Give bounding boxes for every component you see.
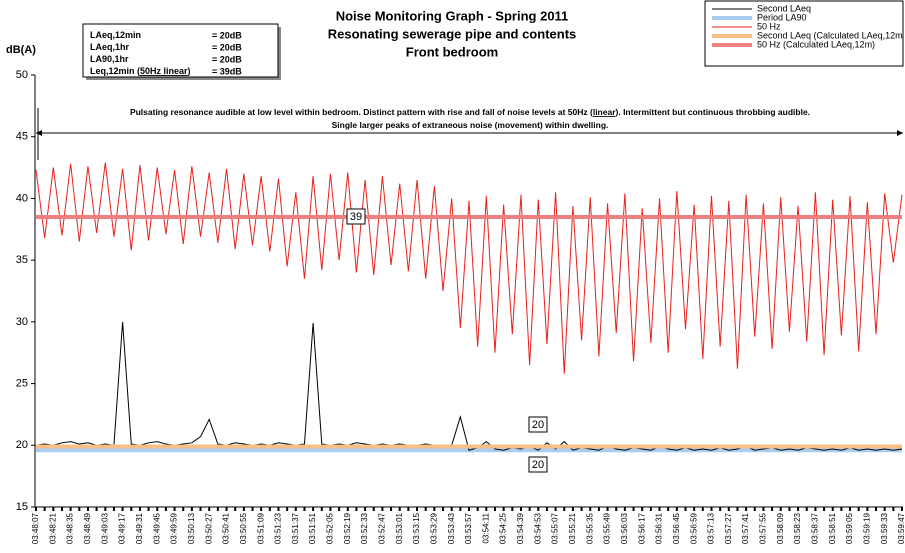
x-tick-label: 03:59:05 [845,512,854,544]
x-tick-label: 03:53:43 [447,512,456,544]
x-tick-label: 03:57:13 [707,512,716,544]
info-label: LAeq,1hr [90,42,130,52]
annotation-part: ). Intermittent but continuous throbbing… [616,107,811,117]
info-label-part: LAeq,1hr [90,42,130,52]
x-tick-label: 03:54:53 [533,512,542,544]
info-label: LAeq,12min [90,30,141,40]
x-tick-label: 03:56:31 [655,512,664,544]
legend-label: Second LAeq (Calculated LAeq,12m [757,30,903,40]
x-tick-label: 03:59:47 [897,512,905,544]
x-tick-label: 03:56:45 [672,512,681,544]
x-tick-label: 03:55:07 [551,512,560,544]
y-tick-label: 45 [16,131,28,143]
x-tick-label: 03:50:41 [222,512,231,544]
x-tick-label: 03:58:09 [776,512,785,544]
info-label-part: Leq,12min ( [90,66,140,76]
x-tick-label: 03:49:45 [152,512,161,544]
legend-box [704,0,904,67]
x-tick-label: 03:49:03 [100,512,109,544]
value-label: 20 [532,459,544,471]
info-label-part: LA90,1hr [90,54,129,64]
value-label: 39 [350,211,362,223]
x-tick-label: 03:50:13 [187,512,196,544]
x-tick-label: 03:48:07 [31,512,40,544]
x-tick-label: 03:49:59 [170,512,179,544]
legend-label: Second LAeq [757,3,811,13]
x-tick-label: 03:52:47 [378,512,387,544]
x-tick-label: 03:51:09 [256,512,265,544]
x-tick-label: 03:59:33 [880,512,889,544]
x-tick-label: 03:55:35 [585,512,594,544]
x-tick-label: 03:57:27 [724,512,733,544]
chart-title: Noise Monitoring Graph - Spring 2011 [336,8,569,23]
chart-subtitle: Front bedroom [406,44,498,59]
legend-label: Period LA90 [757,12,807,22]
x-tick-label: 03:55:49 [603,512,612,544]
info-label-part: LAeq,12min [90,30,141,40]
info-label: LA90,1hr [90,54,129,64]
x-tick-label: 03:57:41 [741,512,750,544]
info-value: = 20dB [212,30,242,40]
y-tick-label: 40 [16,192,28,204]
x-tick-label: 03:56:03 [620,512,629,544]
y-tick-label: 35 [16,254,28,266]
x-tick-label: 03:54:39 [516,512,525,544]
x-tick-label: 03:59:19 [862,512,871,544]
x-tick-label: 03:52:05 [326,512,335,544]
x-tick-label: 03:56:17 [637,512,646,544]
annotation-part: Single larger peaks of extraneous noise … [332,120,609,130]
value-label-box [528,456,548,473]
x-tick-label: 03:53:57 [464,512,473,544]
legend-label: 50 Hz (Calculated LAeq,12m) [757,39,875,49]
info-box [82,23,279,78]
x-tick-label: 03:53:15 [412,512,421,544]
info-label-part: 50Hz linear [140,66,188,76]
x-tick-label: 03:57:55 [759,512,768,544]
annotation: Single larger peaks of extraneous noise … [332,120,609,130]
info-value: = 39dB [212,66,242,76]
x-tick-label: 03:48:49 [83,512,92,544]
x-tick-label: 03:53:01 [395,512,404,544]
annotation-part: Pulsating resonance audible at low level… [130,107,593,117]
x-tick-label: 03:51:23 [274,512,283,544]
series-line [35,162,903,374]
info-value: = 20dB [212,42,242,52]
x-tick-label: 03:48:21 [48,512,57,544]
value-label-box [528,416,548,433]
x-tick-label: 03:54:11 [481,512,490,543]
y-tick-label: 15 [16,501,28,513]
y-tick-label: 25 [16,377,28,389]
annotation-part: linear [593,107,616,117]
info-value: = 20dB [212,54,242,64]
y-axis-label: dB(A) [6,44,36,56]
annotation: Pulsating resonance audible at low level… [130,107,810,117]
y-tick-label: 30 [16,316,28,328]
chart-subtitle: Resonating sewerage pipe and contents [328,26,577,41]
x-tick-label: 03:55:21 [568,512,577,544]
info-label: Leq,12min (50Hz linear) [90,66,191,76]
x-tick-label: 03:52:19 [343,512,352,544]
x-tick-label: 03:52:33 [360,512,369,544]
y-tick-label: 50 [16,69,28,81]
x-tick-label: 03:49:17 [118,512,127,544]
value-label-box [346,208,366,225]
legend-label: 50 Hz [757,21,781,31]
x-tick-label: 03:49:31 [135,512,144,544]
x-tick-label: 03:48:35 [66,512,75,544]
x-tick-label: 03:58:37 [811,512,820,544]
x-tick-label: 03:51:51 [308,512,317,544]
x-tick-label: 03:53:29 [429,512,438,544]
x-tick-label: 03:54:25 [499,512,508,544]
x-tick-label: 03:51:37 [291,512,300,544]
y-tick-label: 20 [16,439,28,451]
x-tick-label: 03:58:51 [828,512,837,544]
x-tick-label: 03:56:59 [689,512,698,544]
value-label: 20 [532,419,544,431]
info-label-part: ) [188,66,191,76]
x-tick-label: 03:58:23 [793,512,802,544]
x-tick-label: 03:50:55 [239,512,248,544]
series-line [35,321,903,451]
x-tick-label: 03:50:27 [204,512,213,544]
